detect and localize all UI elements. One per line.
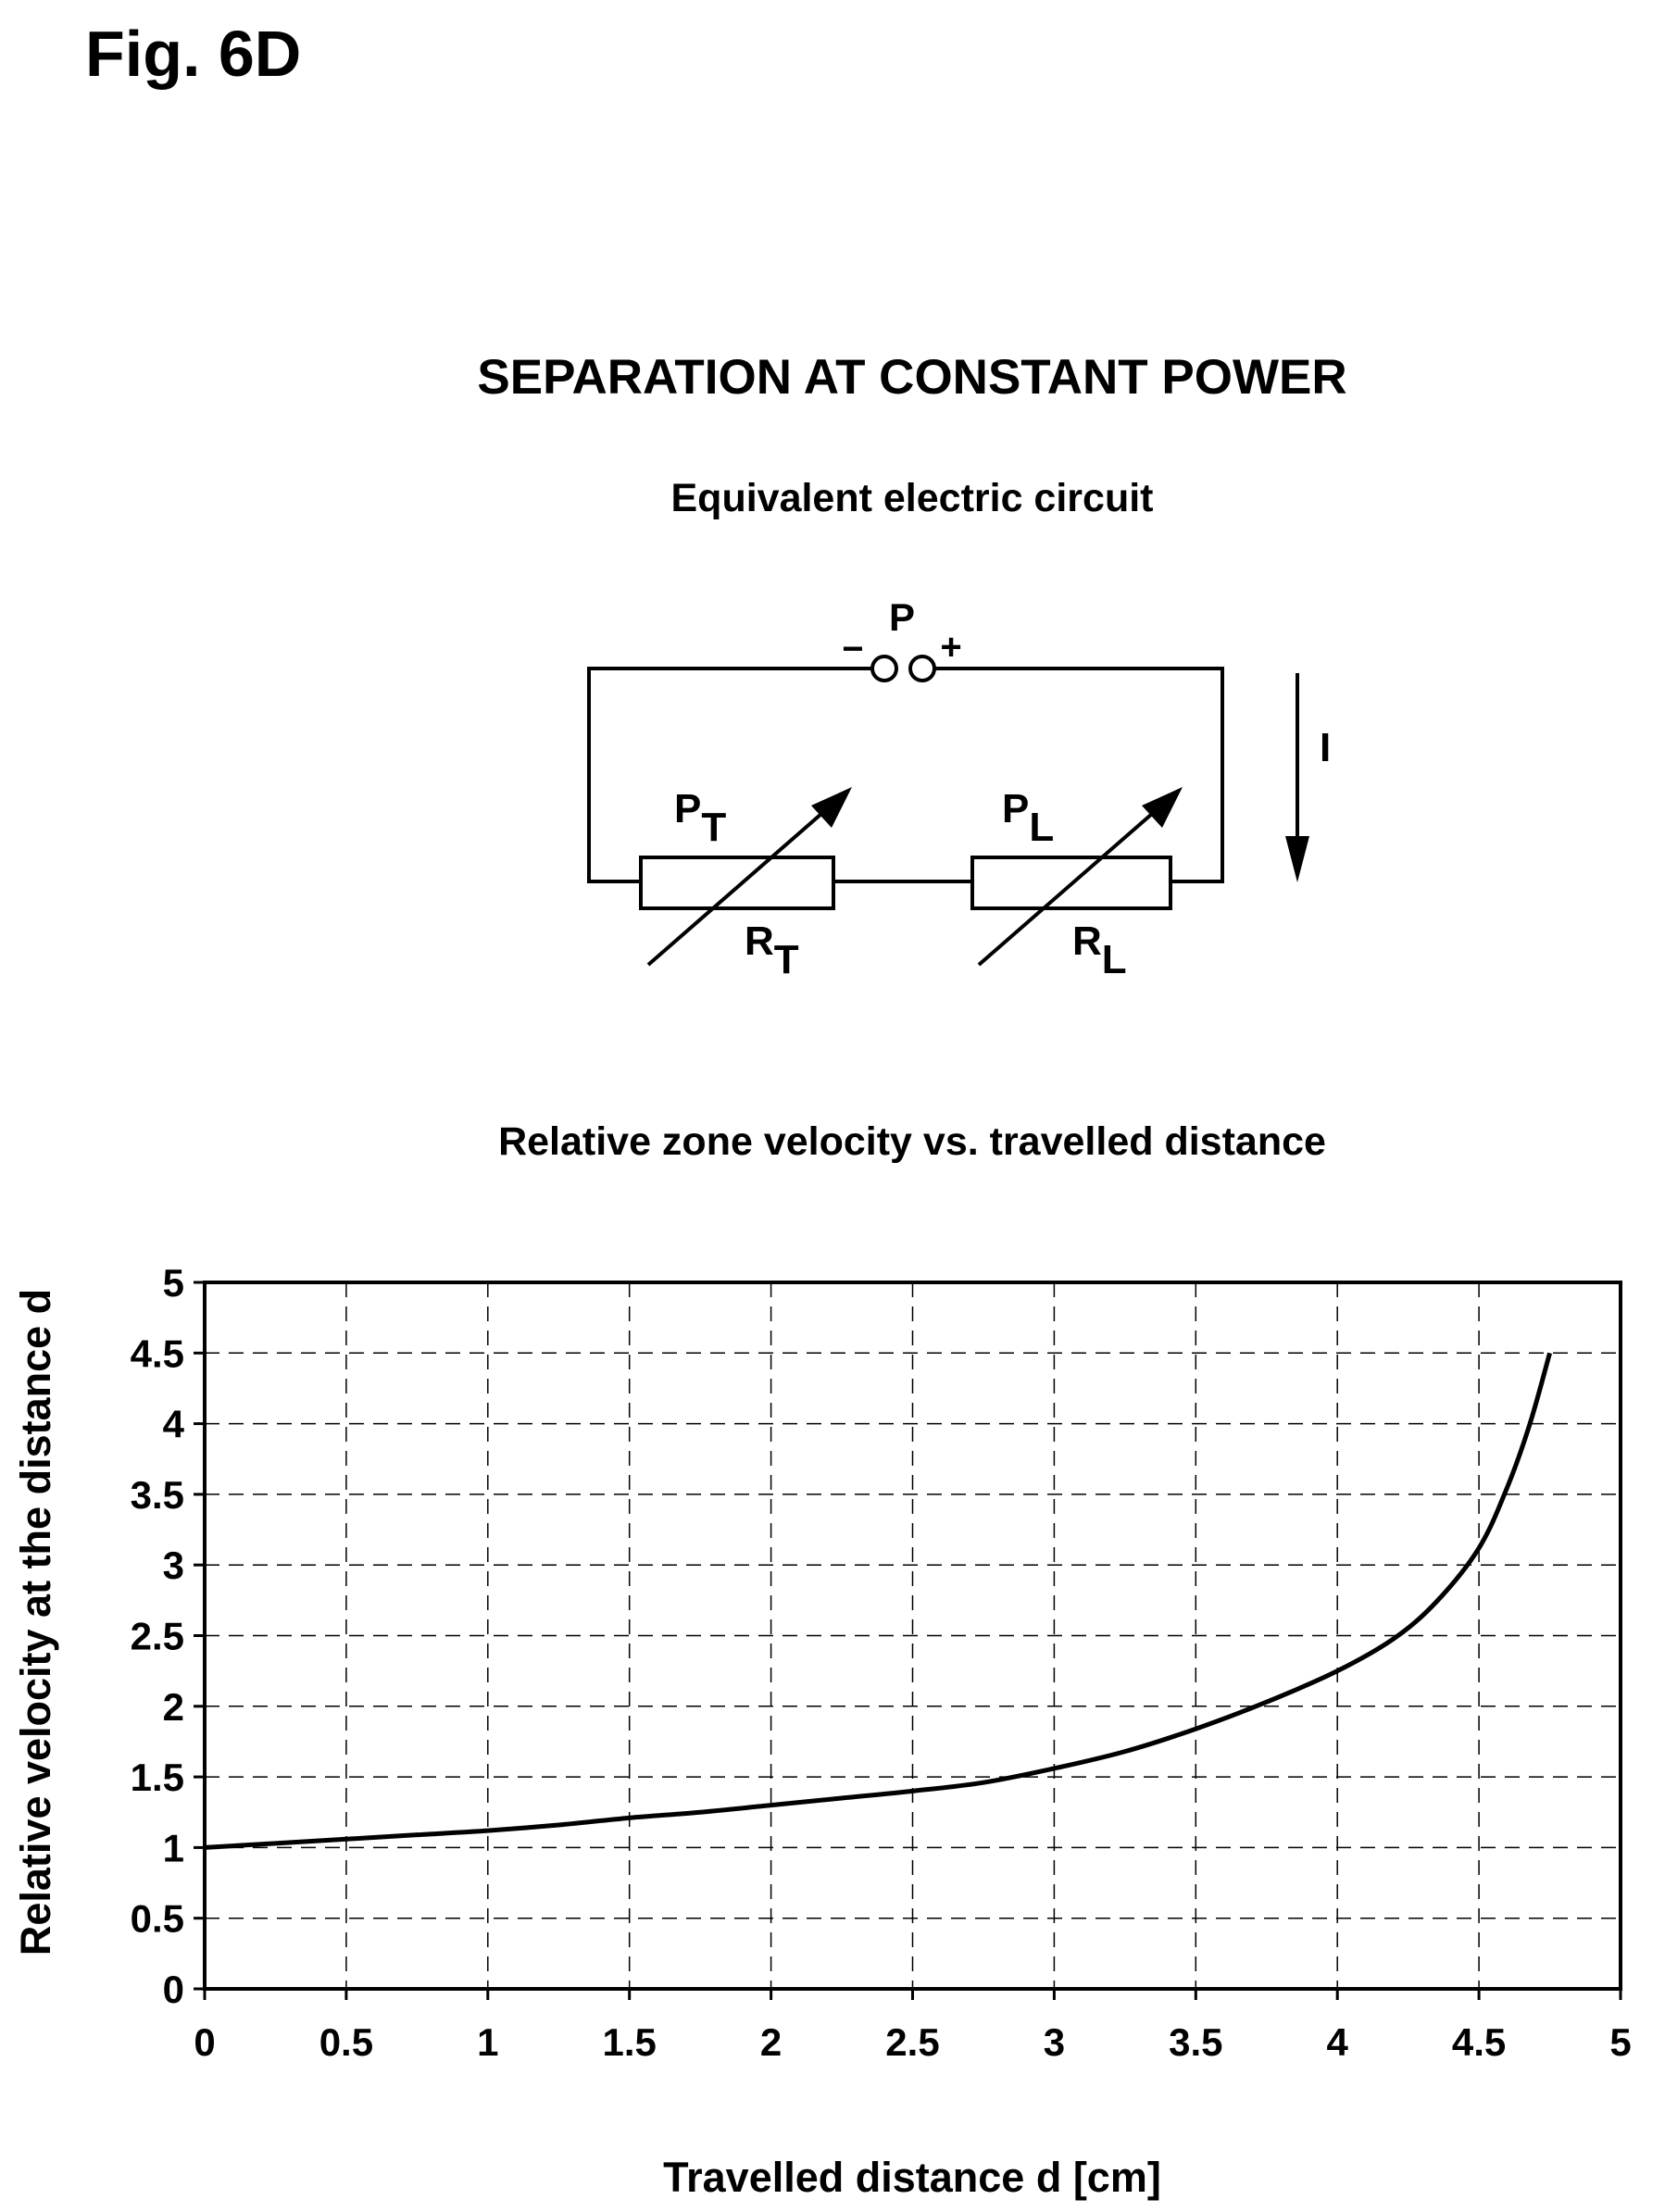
source-label: P <box>889 595 915 639</box>
chart-title: Relative zone velocity vs. travelled dis… <box>498 1119 1326 1164</box>
power-label-l-main: P <box>1002 786 1029 831</box>
variable-arrow-rt <box>646 799 838 967</box>
source-terminal-minus <box>870 655 898 682</box>
x-tick-label: 2.5 <box>885 2020 939 2064</box>
circuit-title: Equivalent electric circuit <box>671 476 1154 520</box>
x-tick-label: 4 <box>1327 2020 1349 2064</box>
line-chart: 0 0.5 1 1.5 2 2.5 3 3.5 4 4.5 5 0 0.5 1 1.5 2 2.5 3 3.5 4 4.… <box>131 1261 1632 2064</box>
y-tick-label: 0.5 <box>131 1897 184 1941</box>
y-axis-label: Relative velocity at the distance d <box>12 1289 59 1956</box>
y-tick-label: 2 <box>163 1685 184 1729</box>
current-arrowhead <box>1285 836 1309 882</box>
current-label: I <box>1320 725 1331 770</box>
resistor-rt <box>639 856 835 910</box>
x-tick-label: 2 <box>760 2020 782 2064</box>
plot-frame <box>203 1281 1622 1991</box>
resistance-label-l-sub: L <box>1102 937 1127 982</box>
resistance-label-l: RL <box>1072 919 1127 982</box>
power-label-t-sub: T <box>701 805 726 850</box>
x-tick-label: 3.5 <box>1169 2020 1222 2064</box>
series-line <box>204 1352 1552 1850</box>
figure-heading: SEPARATION AT CONSTANT POWER <box>477 350 1346 405</box>
variable-arrowhead-rl <box>1142 787 1183 828</box>
y-tick-label: 4 <box>163 1403 185 1446</box>
power-label-l: PL <box>1002 786 1054 850</box>
resistance-label-t-main: R <box>745 919 774 964</box>
x-tick-label: 1 <box>477 2020 498 2064</box>
y-tick-label: 5 <box>163 1261 184 1305</box>
power-label-l-sub: L <box>1029 805 1054 850</box>
variable-arrow-rl <box>977 799 1169 967</box>
circuit-wire-left <box>587 667 872 883</box>
variable-arrowhead-rt <box>811 787 852 828</box>
minus-sign: − <box>842 629 863 669</box>
y-tick-label: 0 <box>163 1968 184 2011</box>
power-label-t: PT <box>674 786 726 850</box>
x-tick-label: 0.5 <box>319 2020 373 2064</box>
resistance-label-t-sub: T <box>774 937 799 982</box>
y-tick-label: 3.5 <box>131 1473 184 1517</box>
x-axis-label: Travelled distance d [cm] <box>663 2154 1161 2201</box>
y-tick-label: 3 <box>163 1543 184 1587</box>
source-terminal-plus <box>908 655 936 682</box>
y-tick-label: 2.5 <box>131 1615 184 1658</box>
x-tick-label: 4.5 <box>1452 2020 1506 2064</box>
y-tick-label: 1 <box>163 1826 184 1869</box>
x-tick-label: 1.5 <box>603 2020 657 2064</box>
y-tick-label: 1.5 <box>131 1756 184 1799</box>
y-tick-label: 4.5 <box>131 1331 184 1375</box>
x-tick-label: 5 <box>1609 2020 1631 2064</box>
plus-sign: + <box>940 627 961 668</box>
x-tick-label: 0 <box>194 2020 215 2064</box>
resistance-label-t: RT <box>745 919 799 982</box>
power-label-t-main: P <box>674 786 701 831</box>
x-tick-label: 3 <box>1044 2020 1065 2064</box>
circuit-diagram <box>587 655 1309 967</box>
figure-label: Fig. 6D <box>85 18 301 90</box>
circuit-wire-right <box>933 667 1224 883</box>
resistance-label-l-main: R <box>1072 919 1102 964</box>
